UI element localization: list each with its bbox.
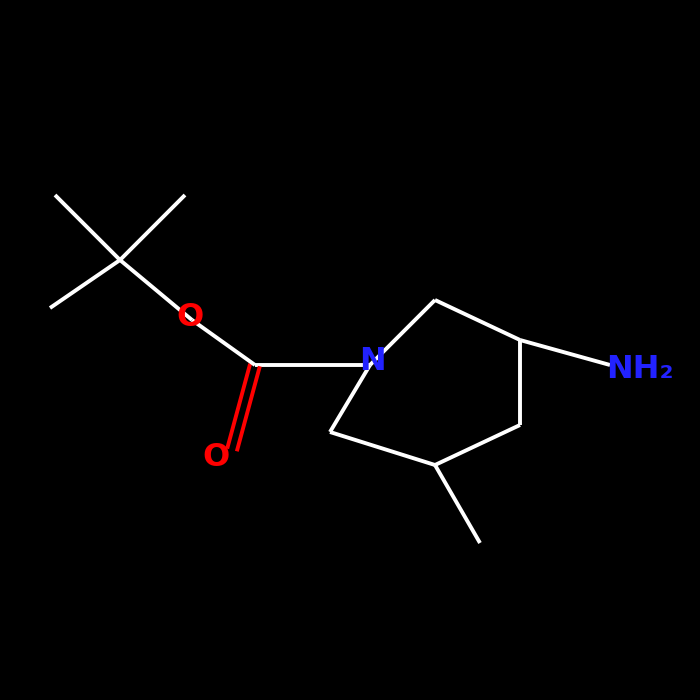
Text: N: N	[358, 346, 386, 377]
Text: O: O	[202, 442, 230, 473]
Text: NH₂: NH₂	[606, 354, 673, 386]
Text: O: O	[176, 302, 204, 333]
